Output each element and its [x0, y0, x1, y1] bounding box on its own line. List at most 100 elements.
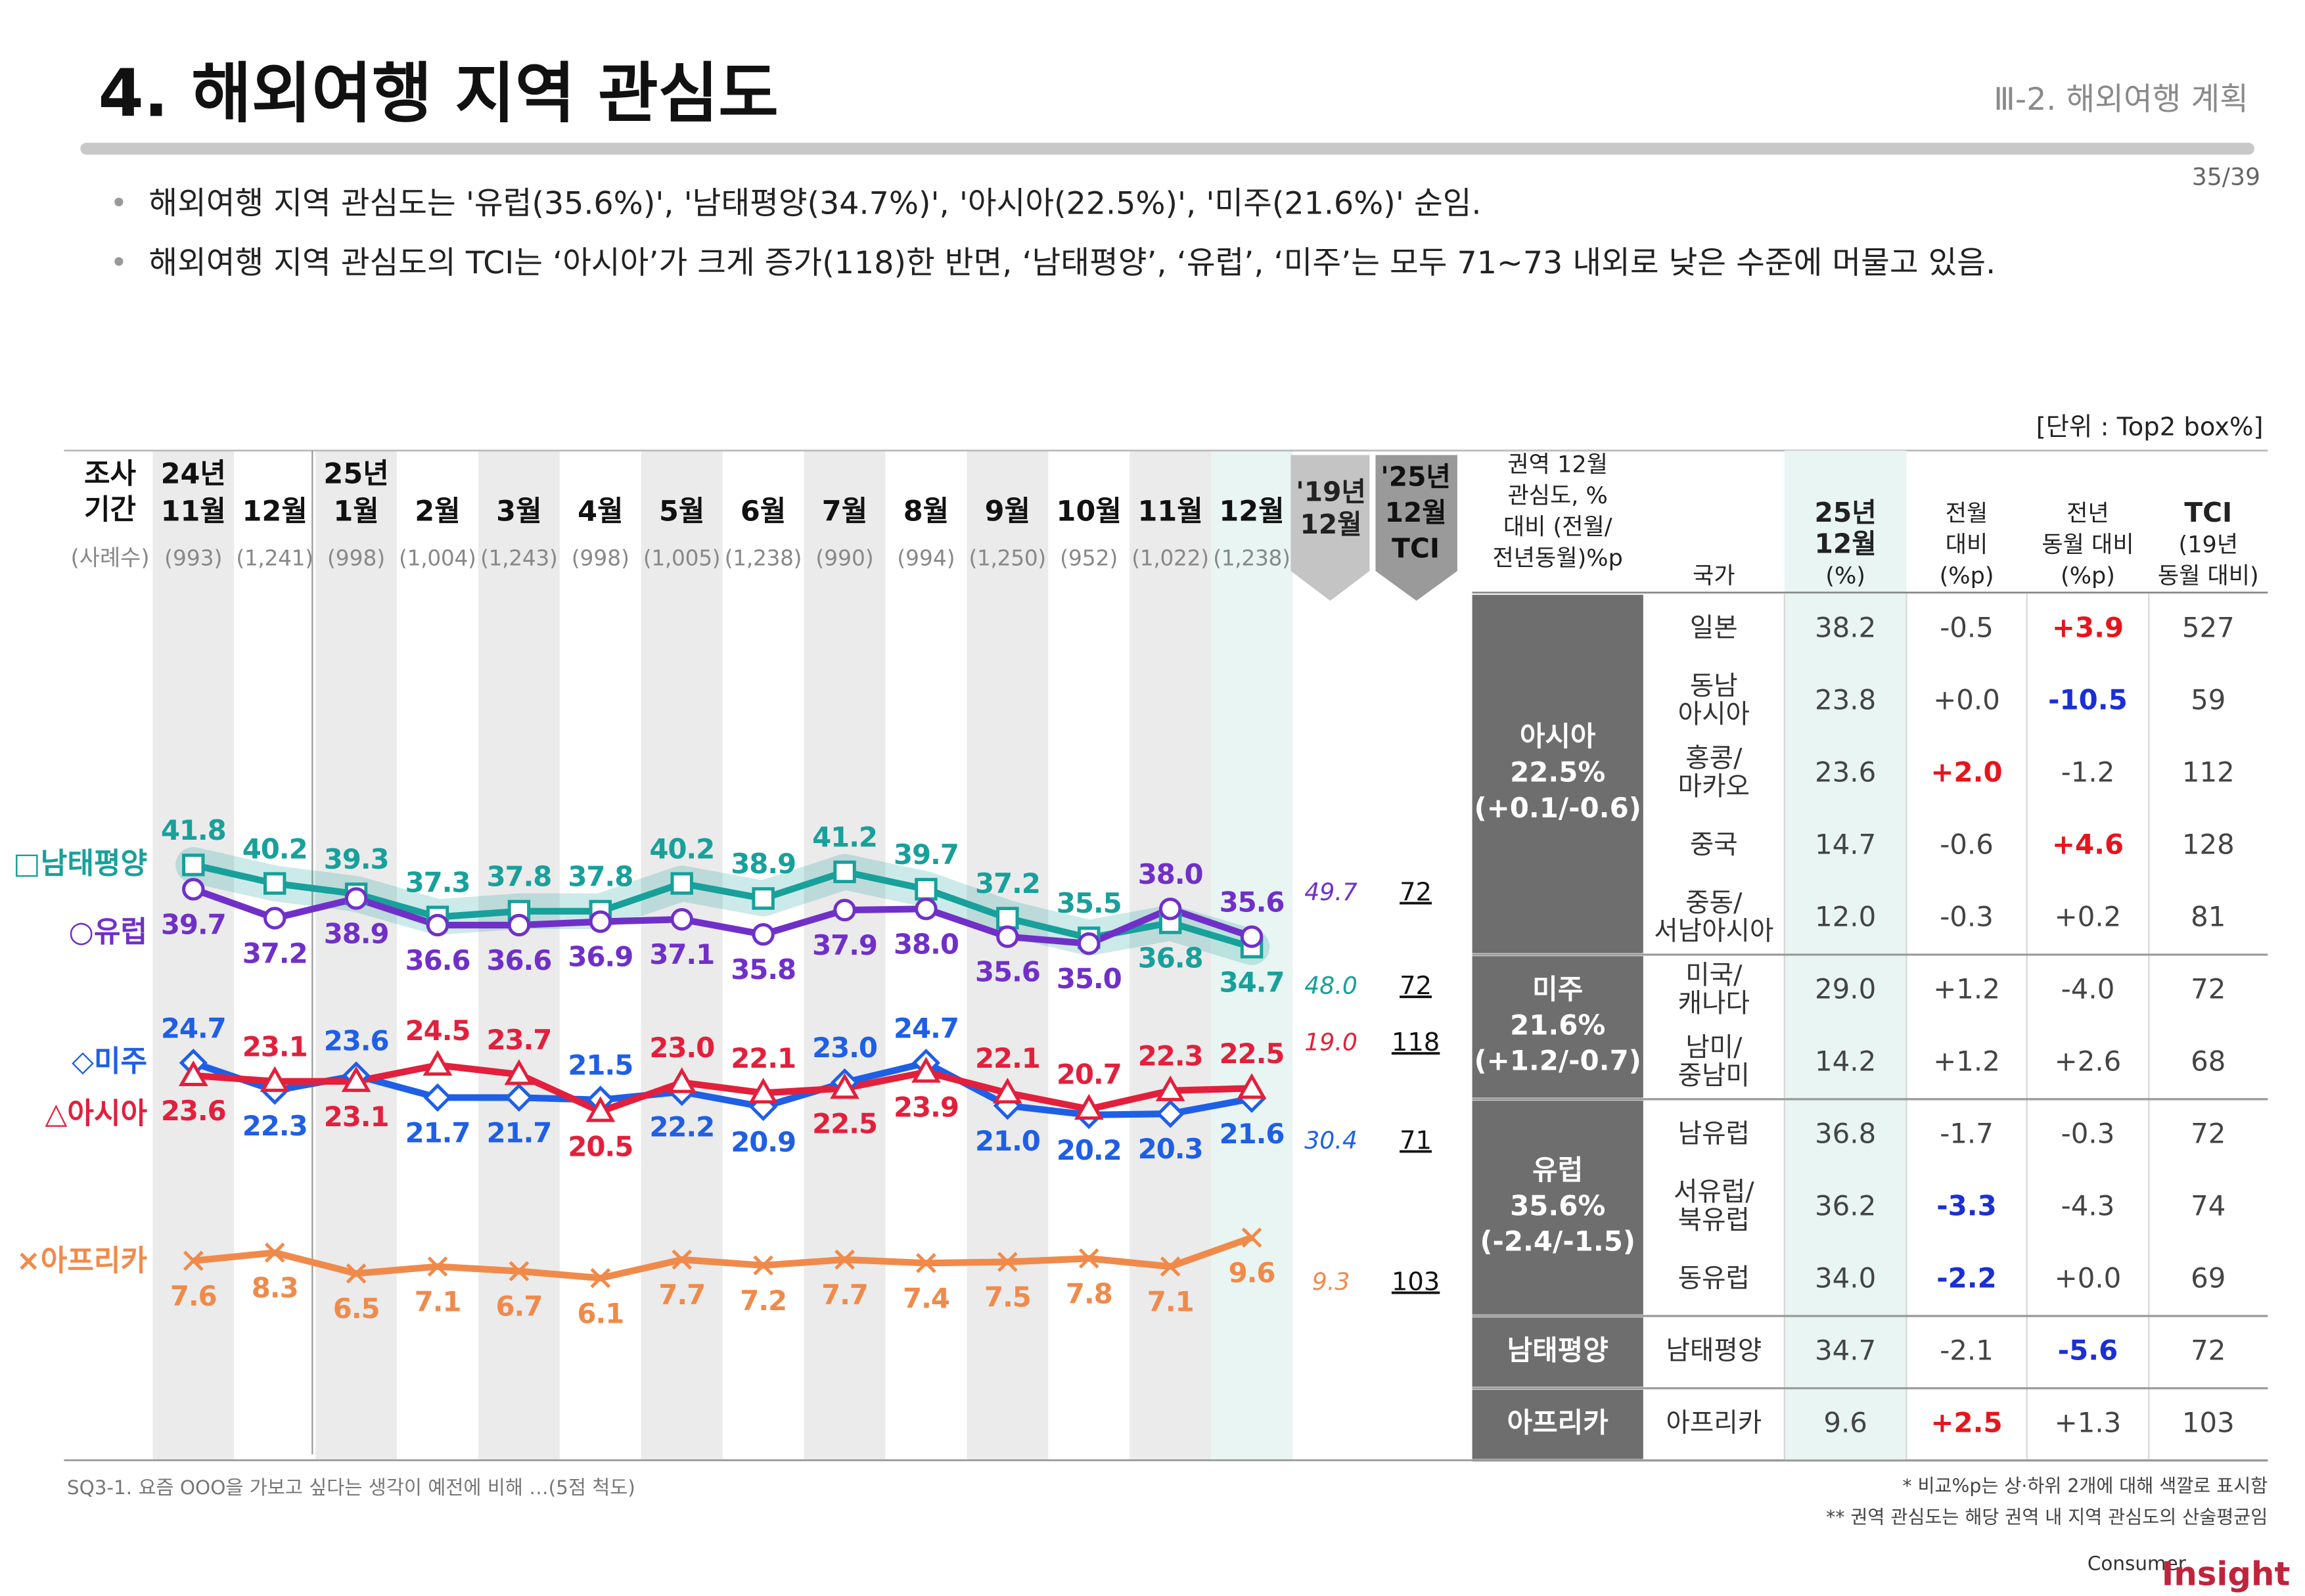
marker — [916, 1252, 936, 1273]
data-label: 7.1 — [415, 1286, 461, 1318]
logo-small: Consumer — [2088, 1552, 2187, 1574]
x-tick-label: 5월 — [659, 495, 704, 528]
shade-column — [1130, 450, 1212, 1461]
data-label: 22.5 — [812, 1107, 877, 1139]
data-label: 23.7 — [487, 1024, 552, 1056]
marker — [830, 1073, 859, 1099]
region-cell — [1472, 1101, 1643, 1315]
legend-entry: □남태평양 — [13, 847, 147, 880]
sample-size: (1,243) — [480, 545, 558, 570]
data-label: 6.7 — [496, 1290, 543, 1323]
country-cell: 미국/ — [1685, 960, 1743, 990]
table-cell: +0.2 — [2055, 900, 2122, 932]
data-label: 23.6 — [161, 1095, 226, 1127]
marker — [911, 1057, 941, 1083]
data-label: 20.9 — [731, 1126, 796, 1158]
sample-size: (1,238) — [1213, 545, 1290, 570]
marker — [670, 872, 693, 895]
column-header: 전월 — [1946, 500, 1988, 527]
base-header: '19년 — [1296, 476, 1366, 507]
data-label: 41.2 — [812, 821, 877, 854]
country-cell: 남태평양 — [1666, 1335, 1762, 1365]
column-header: (%) — [1825, 562, 1865, 589]
region-label: (+1.2/-0.7) — [1474, 1045, 1641, 1077]
table-cell: +0.0 — [1933, 683, 2000, 716]
data-label: 21.6 — [1220, 1118, 1285, 1150]
bullet-dot: • — [110, 245, 128, 280]
marker — [1078, 932, 1101, 955]
data-label: 9.6 — [1229, 1257, 1275, 1289]
marker — [667, 1067, 697, 1093]
table-cell: 34.7 — [1815, 1334, 1876, 1366]
table-cell: -5.6 — [2058, 1334, 2118, 1366]
tci-value: 118 — [1392, 1028, 1440, 1057]
legend-entry: ◇미주 — [72, 1045, 147, 1078]
data-label: 7.7 — [821, 1279, 868, 1311]
data-label: 23.1 — [324, 1101, 389, 1133]
marker — [590, 1267, 611, 1288]
data-label: 22.1 — [975, 1042, 1040, 1074]
region-label: (+0.1/-0.6) — [1474, 792, 1641, 824]
logo-large: Insight — [2162, 1555, 2290, 1593]
table-cell: 36.8 — [1815, 1117, 1876, 1149]
table-cell: 74 — [2191, 1189, 2225, 1221]
data-label: 21.7 — [405, 1116, 470, 1149]
country-cell: 중국 — [1690, 829, 1738, 859]
shade-column — [967, 450, 1049, 1461]
series-line — [193, 861, 1253, 951]
data-label: 38.0 — [1138, 858, 1203, 890]
table-cell: 36.2 — [1815, 1189, 1876, 1221]
data-label: 24.7 — [161, 1012, 226, 1044]
marker — [426, 913, 449, 937]
table-cell: 23.8 — [1815, 683, 1876, 716]
marker — [1237, 1073, 1267, 1099]
table-cell: -0.3 — [1940, 900, 1994, 932]
table-cell: 68 — [2191, 1045, 2225, 1077]
section: Ⅲ-2. 해외여행 계획 — [1994, 81, 2248, 118]
data-label: 40.2 — [649, 832, 714, 865]
x-tick-label: 6월 — [741, 495, 786, 528]
marker — [1074, 1093, 1104, 1120]
x-tick-label: 10월 — [1057, 495, 1122, 528]
table-cell: -0.3 — [2061, 1117, 2115, 1149]
table-cell: 72 — [2191, 1334, 2225, 1366]
marker — [997, 1252, 1018, 1272]
series-line — [193, 1234, 1253, 1282]
marker — [915, 878, 938, 901]
bullet: 해외여행 지역 관심도의 TCI는 ‘아시아’가 크게 증가(118)한 반면,… — [148, 245, 1996, 281]
table-cell: 14.7 — [1815, 828, 1876, 860]
marker — [672, 1249, 693, 1270]
region-label: 유럽 — [1532, 1154, 1583, 1186]
column-header: 동월 대비 — [2042, 532, 2134, 559]
marker — [1160, 1256, 1181, 1277]
sample-size: (1,250) — [969, 545, 1047, 570]
base-2019-value: 19.0 — [1304, 1028, 1358, 1057]
tci-value: 103 — [1392, 1267, 1440, 1297]
data-label: 37.3 — [405, 866, 470, 898]
sample-size: (990) — [815, 545, 873, 570]
marker — [833, 898, 856, 922]
row-label: 기간 — [84, 493, 136, 526]
table-cell: +1.2 — [1933, 972, 2000, 1005]
legend-entry: ×아프리카 — [16, 1244, 147, 1277]
data-label: 37.2 — [975, 867, 1040, 900]
data-label: 37.8 — [487, 861, 552, 893]
country-cell: 중남미 — [1678, 1060, 1750, 1091]
data-label: 37.1 — [649, 938, 714, 970]
country-cell: 남유럽 — [1678, 1118, 1750, 1149]
column-header: 대비 — [1946, 532, 1988, 559]
marker — [992, 1078, 1022, 1104]
table-cell: 38.2 — [1815, 611, 1876, 643]
data-label: 36.6 — [405, 944, 470, 976]
region-label: 22.5% — [1510, 756, 1605, 788]
region-label: 남태평양 — [1507, 1334, 1609, 1366]
title: 4. 해외여행 지역 관심도 — [98, 57, 778, 132]
table-cell: 128 — [2182, 828, 2235, 860]
marker — [260, 1066, 290, 1092]
marker — [748, 1078, 779, 1104]
base-header-bg — [1290, 455, 1370, 601]
table-cell: -0.5 — [1940, 611, 1994, 643]
country-cell: 동유럽 — [1678, 1263, 1750, 1293]
region-label: 21.6% — [1510, 1009, 1605, 1041]
x-tick-label: 1월 — [333, 495, 378, 528]
